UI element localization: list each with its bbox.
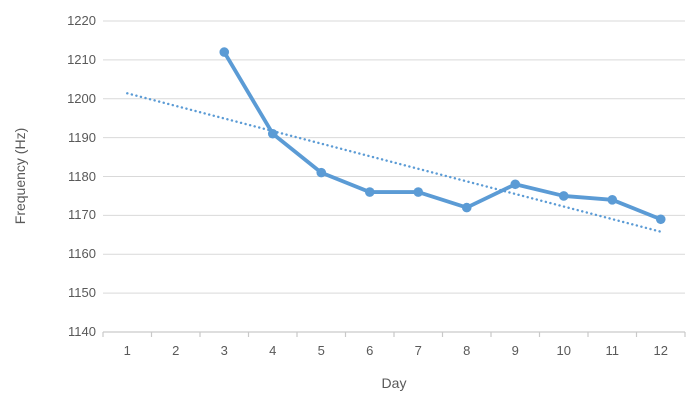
y-tick-label: 1220 <box>67 13 96 28</box>
x-tick-label: 3 <box>220 343 228 358</box>
x-tick-label: 7 <box>414 343 422 358</box>
data-point-marker <box>267 128 278 139</box>
trendline <box>126 92 662 233</box>
x-tick-label: 10 <box>556 343 571 358</box>
y-tick-label: 1150 <box>68 285 96 301</box>
x-tick-label: 12 <box>653 343 668 358</box>
data-point-marker <box>316 167 327 178</box>
x-tick-label: 5 <box>317 343 325 358</box>
x-tick-label: 8 <box>463 343 471 358</box>
y-tick-label: 1140 <box>68 324 96 339</box>
y-tick-label: 1200 <box>67 90 96 106</box>
x-tick-label: 2 <box>172 343 180 358</box>
data-point-marker <box>655 214 666 225</box>
data-point-marker <box>607 195 618 205</box>
x-axis-title: Day <box>381 375 407 391</box>
data-point-marker <box>558 191 569 201</box>
data-point-marker <box>219 47 230 57</box>
data-point-marker <box>364 187 375 197</box>
data-point-marker <box>461 202 472 213</box>
x-tick-label: 9 <box>511 343 519 358</box>
y-tick-label: 1160 <box>68 246 96 262</box>
y-tick-label: 1170 <box>68 207 96 223</box>
y-tick-label: 1190 <box>68 129 96 145</box>
series-line <box>222 50 663 222</box>
data-point-marker <box>510 179 521 190</box>
data-point-marker <box>413 187 424 197</box>
y-axis-title: Frequency (Hz) <box>12 127 28 225</box>
x-tick-label: 6 <box>366 343 374 358</box>
y-tick-label: 1210 <box>67 51 96 67</box>
y-tick-label: 1180 <box>68 168 96 184</box>
x-tick-label: 1 <box>123 343 131 358</box>
x-tick-label: 4 <box>269 343 277 358</box>
x-tick-label: 11 <box>605 343 620 358</box>
